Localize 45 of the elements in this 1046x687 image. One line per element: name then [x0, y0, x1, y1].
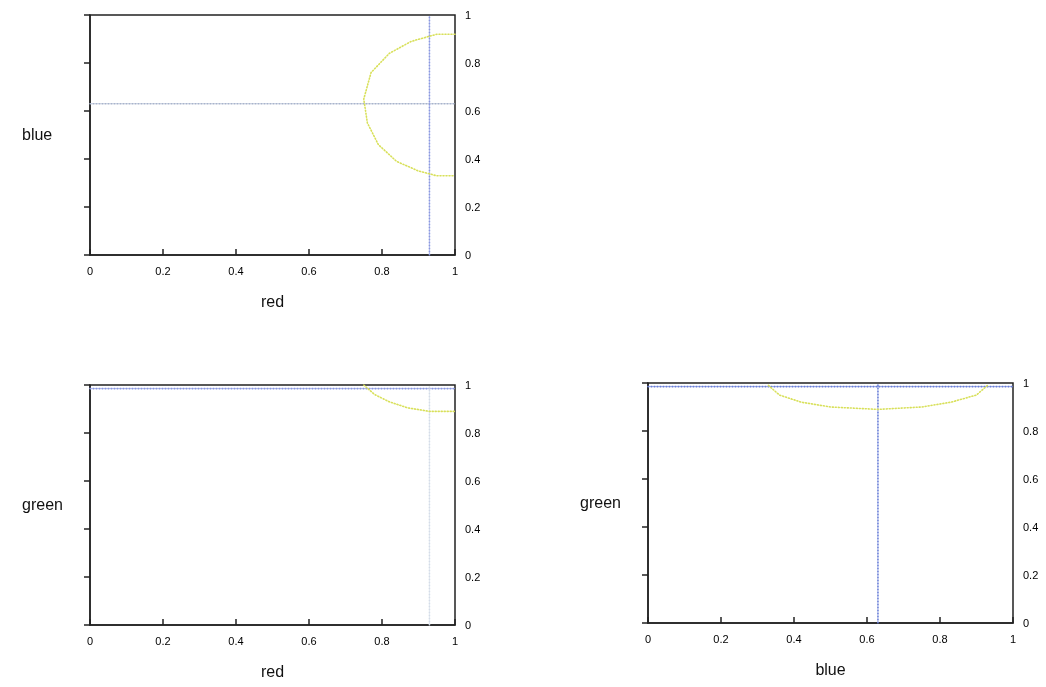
- y-tick-label: 0.4: [465, 153, 481, 165]
- y-tick-label: 0: [465, 249, 472, 261]
- x-tick-label: 0.8: [374, 634, 390, 647]
- x-axis-title: red: [260, 662, 285, 680]
- y-tick-label: 1: [465, 9, 472, 21]
- x-tick-label: 0.8: [374, 264, 390, 277]
- y-tick-label: 0.8: [1023, 425, 1039, 437]
- line-series: [362, 384, 456, 413]
- y-tick-label: 0.4: [1023, 521, 1039, 533]
- x-tick-label: 1: [451, 634, 459, 647]
- y-tick-label: 0.6: [465, 105, 481, 117]
- x-tick-label: 0.2: [155, 264, 171, 277]
- line-series: [362, 33, 456, 177]
- y-tick-label: 0.2: [465, 571, 481, 583]
- x-tick-label: 0.6: [301, 264, 317, 277]
- x-tick-label: 0.4: [228, 264, 244, 277]
- y-tick-label: 0.2: [465, 201, 481, 213]
- line-series: [767, 384, 989, 411]
- y-tick-label: 0.6: [465, 475, 481, 487]
- x-tick-label: 0.4: [786, 632, 802, 645]
- y-axis-title: blue: [22, 125, 53, 143]
- y-tick-label: 0.8: [465, 427, 481, 439]
- x-tick-label: 0.4: [228, 634, 244, 647]
- x-tick-label: 0.6: [859, 632, 875, 645]
- x-tick-label: 0.2: [713, 632, 729, 645]
- y-axis-title: green: [22, 495, 63, 513]
- y-tick-label: 0.2: [1023, 569, 1039, 581]
- y-tick-label: 0: [465, 619, 472, 631]
- y-tick-label: 0.4: [465, 523, 481, 535]
- y-tick-label: 0.8: [465, 57, 481, 69]
- x-axis-title: red: [260, 292, 285, 310]
- y-tick-label: 1: [1023, 377, 1030, 389]
- y-tick-label: 0.6: [1023, 473, 1039, 485]
- x-tick-label: 0: [86, 634, 94, 647]
- x-tick-label: 0.6: [301, 634, 317, 647]
- x-tick-label: 0.8: [932, 632, 948, 645]
- x-tick-label: 1: [1009, 632, 1017, 645]
- y-tick-label: 0: [1023, 617, 1030, 629]
- x-tick-label: 1: [451, 264, 459, 277]
- x-axis-title: blue: [815, 660, 846, 678]
- x-tick-label: 0: [644, 632, 652, 645]
- y-tick-label: 1: [465, 379, 472, 391]
- y-axis-title: green: [580, 493, 621, 511]
- x-tick-label: 0: [86, 264, 94, 277]
- x-tick-label: 0.2: [155, 634, 171, 647]
